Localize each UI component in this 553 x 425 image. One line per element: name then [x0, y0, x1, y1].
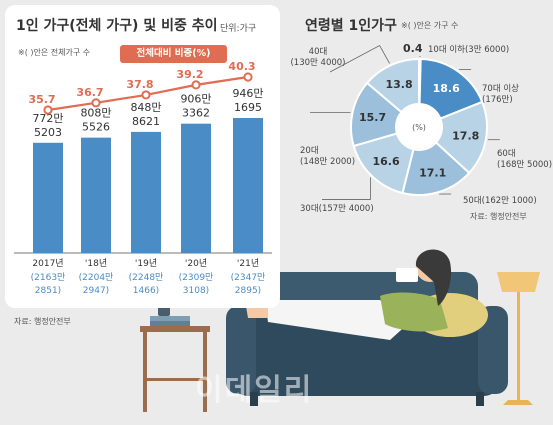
bar: [181, 123, 211, 253]
total-households-label: (2347만: [231, 272, 266, 283]
bar-chart-title: 1인 가구(전체 가구) 및 비중 추이: [16, 18, 218, 34]
bar: [131, 131, 161, 253]
donut-center-label: (%): [412, 123, 426, 132]
pie-slice: [365, 57, 420, 114]
pie-outer-label: 50대(162만 1000): [463, 196, 537, 206]
pie-slice-value: 15.7: [359, 111, 386, 124]
pie-chart-title: 연령별 1인가구: [305, 18, 397, 34]
bar-value-label: 808만: [80, 107, 111, 120]
bar: [33, 142, 63, 253]
total-households-label: 1466): [133, 286, 159, 296]
percentage-label: 39.2: [176, 68, 203, 81]
bar: [81, 137, 111, 253]
percentage-legend-badge: 전체대비 비중(%): [120, 45, 227, 63]
pie-slice: [434, 100, 488, 175]
percentage-point: [243, 72, 253, 82]
pie-slice-value: 16.6: [372, 155, 399, 168]
pie-outer-label: 30대(157만 4000): [300, 204, 374, 214]
pie-slice-value: 17.8: [452, 130, 479, 143]
total-households-label: 2851): [35, 286, 61, 296]
total-households-label: 2895): [235, 286, 261, 296]
bar-value-label: 5203: [34, 126, 62, 139]
total-households-label: 3108): [183, 286, 209, 296]
percentage-label: 37.8: [126, 78, 153, 91]
bar-chart-source: 자료: 행정안전부: [14, 317, 71, 326]
pie-slice-value: 0.4: [403, 42, 423, 55]
x-tick-label: '21년: [237, 258, 259, 269]
total-households-label: (2248만: [129, 272, 164, 283]
bar-value-label: 1695: [234, 101, 262, 114]
bar-value-label: 772만: [32, 112, 63, 125]
total-households-label: (2309만: [179, 272, 214, 283]
pie-chart-note: ※( )안은 가구 수: [401, 21, 459, 30]
percentage-label: 40.3: [228, 60, 255, 73]
leader-line: [322, 177, 371, 200]
percentage-point: [91, 98, 101, 108]
pie-outer-label: 70대 이상: [482, 83, 519, 94]
bar-chart-unit: 단위:가구: [220, 24, 257, 34]
x-tick-label: '18년: [85, 258, 107, 269]
percentage-point: [191, 80, 201, 90]
bar-value-label: 8621: [132, 115, 160, 128]
pie-slice: [418, 57, 484, 120]
x-tick-label: 2017년: [32, 258, 63, 269]
bar-value-label: 946만: [232, 87, 263, 100]
bar: [233, 118, 263, 253]
bar-value-label: 906만: [180, 93, 211, 106]
pie-slice-value: 18.6: [433, 82, 460, 95]
pie-slice-value: 13.8: [385, 78, 412, 91]
x-tick-label: '19년: [135, 258, 157, 269]
percentage-point: [43, 105, 53, 115]
bar-value-label: 3362: [182, 107, 210, 120]
pie-chart-source: 자료: 행정안전부: [470, 212, 527, 221]
percentage-label: 35.7: [28, 93, 55, 106]
percentage-point: [141, 90, 151, 100]
floor-lamp-icon: [497, 272, 540, 405]
pie-outer-label: 40대: [309, 47, 328, 57]
pie-outer-label: 20대: [300, 146, 319, 156]
pie-outer-label: (176만): [482, 95, 513, 105]
bar-value-label: 848만: [130, 101, 161, 114]
total-households-label: 2947): [83, 286, 109, 296]
percentage-label: 36.7: [76, 86, 103, 99]
pie-outer-label: 10대 이하(3만 6000): [428, 44, 509, 55]
x-tick-label: '20년: [185, 258, 207, 269]
bar-value-label: 5526: [82, 121, 110, 134]
pie-outer-label: (148만 2000): [300, 157, 355, 167]
leader-line: [329, 44, 390, 73]
bar-chart-note: ※( )안은 전체가구 수: [18, 48, 91, 57]
pie-outer-label: (130만 4000): [290, 58, 345, 68]
pie-outer-label: (168만 5000): [497, 160, 552, 170]
pie-slice-value: 17.1: [419, 166, 446, 179]
donut-hole: [397, 105, 441, 149]
side-table-icon: [140, 306, 210, 412]
total-households-label: (2163만: [31, 272, 66, 283]
total-households-label: (2204만: [79, 272, 114, 283]
pie-outer-label: 60대: [497, 149, 516, 159]
watermark-logo: 이데일리: [195, 373, 314, 408]
